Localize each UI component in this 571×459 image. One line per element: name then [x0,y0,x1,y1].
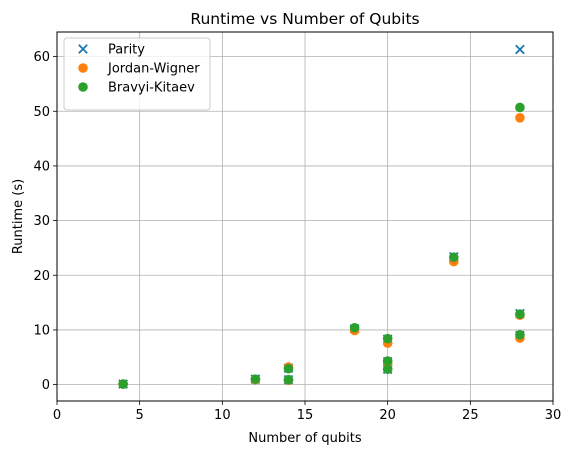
legend-label-bravyi-kitaev: Bravyi-Kitaev [108,81,195,96]
y-tick-label: 40 [33,159,50,174]
x-tick-label: 0 [53,408,61,423]
x-tick-label: 30 [545,408,562,423]
y-tick-label: 0 [42,378,50,393]
bravyi-kitaev-point [349,322,360,333]
y-tick-label: 50 [33,105,50,120]
chart-title: Runtime vs Number of Qubits [190,10,419,28]
data-points [118,44,525,389]
bravyi-kitaev-point [515,330,525,340]
x-tick-label: 5 [136,408,144,423]
parity-point [515,44,525,55]
bravyi-kitaev-point [382,364,393,375]
bravyi-kitaev-point [382,356,393,366]
x-tick-label: 20 [379,408,396,423]
bravyi-kitaev-point [118,379,128,389]
series-bravyi-kitaev [118,102,525,389]
y-tick-label: 30 [33,214,50,229]
y-tick-label: 60 [33,50,50,65]
axis-ticks: 0 5 10 15 20 25 30 0 10 20 30 40 50 60 [33,50,561,423]
bravyi-kitaev-point [515,309,525,319]
x-tick-label: 25 [462,408,479,423]
bravyi-kitaev-point [382,333,393,344]
bravyi-kitaev-point [515,102,525,113]
grid [56,32,554,401]
legend-box [63,37,211,111]
y-tick-label: 10 [33,323,50,338]
x-tick-label: 10 [214,408,231,423]
jordan-wigner-point [515,113,525,123]
x-tick-label: 15 [297,408,314,423]
bravyi-kitaev-point [283,363,294,374]
bravyi-kitaev-point [449,252,459,263]
legend-marker-parity [78,44,88,54]
legend-marker-jordan-wigner [78,63,88,73]
bravyi-kitaev-point [283,374,294,385]
y-tick-label: 20 [33,269,50,284]
legend-label-parity: Parity [108,43,145,58]
y-axis-label: Runtime (s) [11,179,26,254]
legend: Parity Jordan-Wigner Bravyi-Kitaev [63,37,211,111]
legend-label-jordan-wigner: Jordan-Wigner [107,62,200,77]
legend-marker-bravyi-kitaev [78,82,88,92]
x-axis-label: Number of qubits [248,431,361,446]
bravyi-kitaev-point [250,374,261,384]
